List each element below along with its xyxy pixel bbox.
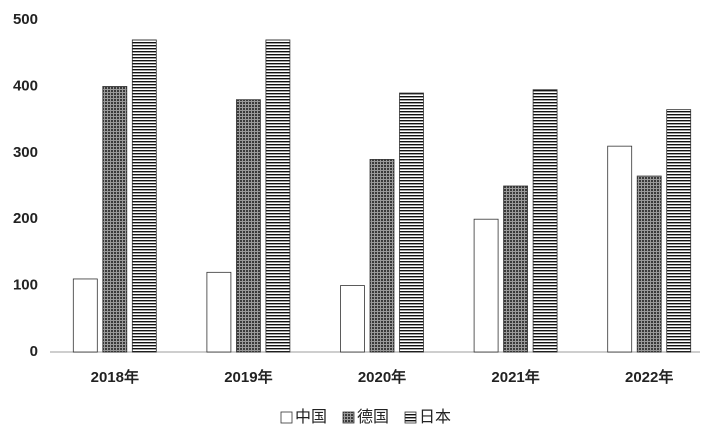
x-tick-label: 2021年 xyxy=(491,368,539,386)
y-tick-label: 100 xyxy=(13,277,38,294)
bar xyxy=(473,218,499,353)
x-tick-label: 2020年 xyxy=(358,368,406,386)
x-tick-label: 2019年 xyxy=(224,368,272,386)
legend-swatch xyxy=(280,411,293,424)
bar xyxy=(607,145,633,353)
bar xyxy=(265,39,291,353)
legend-label: 中国 xyxy=(295,408,327,426)
y-tick-label: 0 xyxy=(30,343,38,360)
x-tick-label: 2022年 xyxy=(625,368,673,386)
bar xyxy=(235,99,261,353)
bar xyxy=(503,185,529,353)
bar xyxy=(636,175,662,353)
legend-swatch xyxy=(404,411,417,424)
legend-swatch xyxy=(342,411,355,424)
y-tick-label: 400 xyxy=(13,77,38,94)
bar xyxy=(102,86,128,353)
legend-label: 德国 xyxy=(357,408,389,426)
bar xyxy=(666,109,692,353)
legend-label: 日本 xyxy=(419,408,451,426)
bar xyxy=(369,159,395,353)
bar xyxy=(206,271,232,353)
bar xyxy=(532,89,558,353)
bar xyxy=(72,278,98,353)
y-tick-label: 500 xyxy=(13,11,38,28)
y-tick-label: 300 xyxy=(13,144,38,161)
bar xyxy=(399,92,424,353)
bar xyxy=(340,285,365,353)
bar xyxy=(131,39,157,353)
x-tick-label: 2018年 xyxy=(91,368,139,386)
y-tick-label: 200 xyxy=(13,210,38,227)
